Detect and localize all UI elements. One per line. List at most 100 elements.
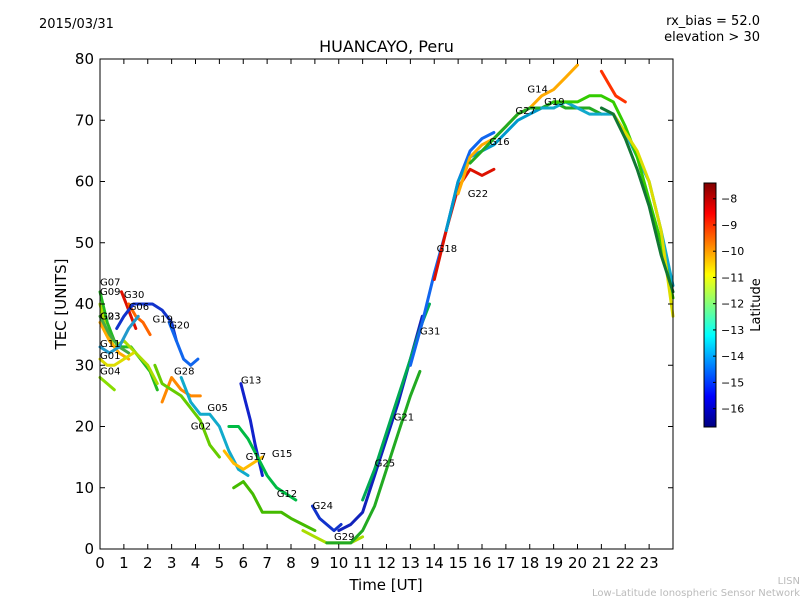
elevation-label: elevation > 30: [664, 30, 760, 45]
series-line-g11: [98, 314, 140, 355]
series-line-g02: [153, 363, 221, 459]
colorbar: [703, 182, 717, 428]
x-tick-label: 17: [496, 554, 515, 572]
footer-lisn: LISN: [777, 576, 800, 587]
series-label-g18: G18: [437, 244, 457, 255]
series-line-g17: [222, 449, 264, 471]
x-tick-label: 4: [191, 554, 201, 572]
x-axis-label: Time [UT]: [348, 576, 422, 594]
x-tick-label: 15: [449, 554, 468, 572]
y-tick-label: 0: [84, 540, 94, 558]
series-label-g02: G02: [191, 422, 211, 433]
series-label-g14: G14: [527, 85, 547, 96]
x-tick-label: 11: [353, 554, 372, 572]
series-line-g25: [325, 369, 422, 545]
x-tick-label: 23: [640, 554, 659, 572]
series-label-g17: G17: [246, 452, 266, 463]
series-label-g06: G06: [129, 302, 149, 313]
colorbar-tick-label: −15: [721, 376, 744, 389]
x-tick-label: 5: [215, 554, 225, 572]
series-label-g31: G31: [420, 327, 440, 338]
date-label: 2015/03/31: [39, 17, 114, 32]
x-tick-label: 19: [544, 554, 563, 572]
x-tick-label: 16: [472, 554, 491, 572]
x-tick-label: 18: [520, 554, 539, 572]
colorbar-tick-label: −14: [721, 350, 744, 363]
x-tick-label: 12: [377, 554, 396, 572]
series-label-g11: G11: [100, 339, 120, 350]
series-line-g23: [98, 320, 131, 361]
x-tick-label: 6: [238, 554, 248, 572]
series-label-g24: G24: [313, 501, 333, 512]
y-tick-label: 40: [75, 295, 94, 313]
y-tick-label: 30: [75, 356, 94, 374]
series-label-g15: G15: [272, 449, 292, 460]
series-line-g03: [98, 314, 131, 355]
y-tick-label: 10: [75, 479, 94, 497]
colorbar-label: Latitude: [749, 278, 764, 332]
series-label-g25: G25: [375, 458, 395, 469]
y-axis-label: TEC [UNITS]: [52, 259, 70, 351]
series-label-g04: G04: [100, 366, 120, 377]
series-label-g03: G03: [100, 311, 120, 322]
x-tick-label: 9: [310, 554, 320, 572]
series-label-g22: G22: [468, 189, 488, 200]
y-tick-label: 50: [75, 234, 94, 252]
series-line-g28: [160, 376, 202, 404]
series-line-g06: [127, 302, 152, 337]
series-label-g23: G23: [100, 311, 120, 322]
rx-bias-label: rx_bias = 52.0: [666, 14, 760, 29]
colorbar-tick-label: −11: [721, 271, 744, 284]
series-label-g09: G09: [100, 287, 120, 298]
y-tick-label: 60: [75, 173, 94, 191]
x-tick-label: 8: [286, 554, 296, 572]
x-tick-label: 0: [95, 554, 105, 572]
series-line-g21: [337, 314, 424, 533]
y-tick-label: 80: [75, 50, 94, 68]
colorbar-tick-label: −9: [721, 219, 737, 232]
x-tick-label: 1: [119, 554, 129, 572]
x-tick-label: 20: [568, 554, 587, 572]
series-line-g15: [227, 425, 298, 502]
y-tick-label: 70: [75, 111, 94, 129]
x-tick-label: 10: [329, 554, 348, 572]
colorbar-tick-label: −8: [721, 193, 737, 206]
chart-title: HUANCAYO, Peru: [319, 37, 454, 56]
colorbar-tick-label: −10: [721, 245, 744, 258]
series-label-g19: G19: [153, 314, 173, 325]
plot-frame: [99, 58, 674, 550]
series-line-g20: [167, 320, 200, 367]
x-tick-label: 22: [616, 554, 635, 572]
series-label-g20: G20: [169, 321, 189, 332]
series-line-g04: [98, 376, 116, 392]
series-line-g22: [432, 167, 496, 281]
series-line-p-late-2: [599, 69, 627, 104]
x-tick-label: 21: [592, 554, 611, 572]
colorbar-tick-label: −16: [721, 403, 744, 416]
x-tick-label: 14: [425, 554, 444, 572]
y-tick-label: 20: [75, 418, 94, 436]
x-tick-label: 2: [143, 554, 153, 572]
series-line-p-late-3: [611, 112, 675, 318]
series-label-g19b: G19: [544, 97, 564, 108]
x-tick-label: 7: [262, 554, 272, 572]
series-line-g24: [311, 504, 343, 533]
colorbar-tick-label: −12: [721, 298, 744, 311]
series-label-g28: G28: [174, 366, 194, 377]
footer-network: Low-Latitude Ionospheric Sensor Network: [592, 588, 800, 599]
series-line-p-late-1: [552, 94, 675, 300]
series-label-g29: G29: [334, 532, 354, 543]
series-label-g01: G01: [100, 351, 120, 362]
series-label-g05: G05: [207, 403, 227, 414]
series-label-g16: G16: [489, 137, 509, 148]
series-label-g07: G07: [100, 278, 120, 289]
series-label-g13: G13: [241, 376, 261, 387]
series-line-g16: [444, 106, 556, 232]
series-label-g27: G27: [515, 106, 535, 117]
series-label-g21: G21: [394, 412, 414, 423]
series-line-p-late-4: [599, 106, 675, 294]
series-line-g19: [115, 302, 178, 343]
x-tick-label: 3: [167, 554, 177, 572]
